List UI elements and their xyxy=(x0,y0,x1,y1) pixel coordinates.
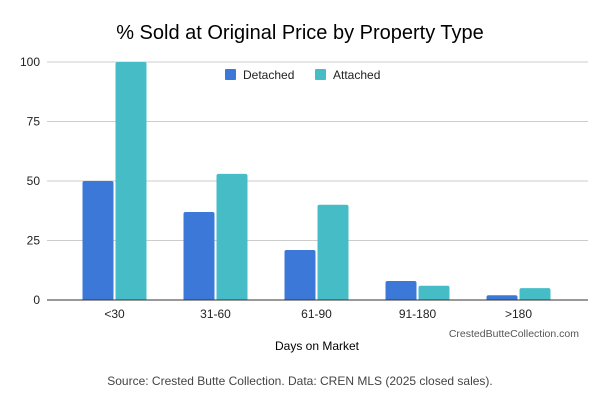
bar-attached-2 xyxy=(317,204,349,300)
x-tick-label: 91-180 xyxy=(399,307,437,321)
x-tick-label: <30 xyxy=(104,307,125,321)
legend-swatch-attached xyxy=(315,69,326,80)
chart-title: % Sold at Original Price by Property Typ… xyxy=(116,22,484,44)
y-tick-label: 0 xyxy=(33,293,40,307)
bar-detached-0 xyxy=(82,181,114,300)
x-tick-label: 61-90 xyxy=(301,307,332,321)
x-axis-title: Days on Market xyxy=(275,339,360,353)
y-tick-label: 100 xyxy=(20,55,40,69)
y-tick-labels: 0 25 50 75 100 xyxy=(20,55,40,307)
x-tick-label: 31-60 xyxy=(200,307,231,321)
legend-swatch-detached xyxy=(225,69,236,80)
bar-detached-2 xyxy=(284,250,316,300)
bar-detached-1 xyxy=(183,211,215,300)
y-tick-label: 75 xyxy=(27,115,41,129)
x-tick-label: >180 xyxy=(505,307,532,321)
legend: Detached Attached xyxy=(225,68,380,82)
source-note: Source: Crested Butte Collection. Data: … xyxy=(107,374,493,388)
bars xyxy=(82,62,551,300)
legend-label-detached: Detached xyxy=(243,68,294,82)
x-tick-labels: <30 31-60 61-90 91-180 >180 xyxy=(104,307,532,321)
legend-label-attached: Attached xyxy=(333,68,380,82)
y-tick-label: 25 xyxy=(27,234,41,248)
bar-attached-3 xyxy=(418,285,450,300)
bar-detached-3 xyxy=(385,280,417,300)
bar-attached-1 xyxy=(216,173,248,300)
bar-attached-4 xyxy=(519,288,551,300)
watermark: CrestedButteCollection.com xyxy=(449,328,579,340)
bar-detached-4 xyxy=(486,295,518,300)
bar-attached-0 xyxy=(115,62,147,300)
y-tick-label: 50 xyxy=(27,174,41,188)
